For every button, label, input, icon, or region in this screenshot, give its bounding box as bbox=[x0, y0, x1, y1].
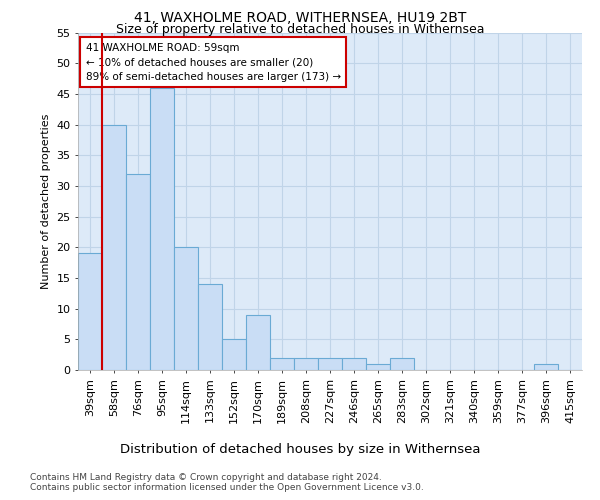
Bar bbox=[366, 364, 390, 370]
Text: 41 WAXHOLME ROAD: 59sqm
← 10% of detached houses are smaller (20)
89% of semi-de: 41 WAXHOLME ROAD: 59sqm ← 10% of detache… bbox=[86, 42, 341, 82]
Bar bbox=[174, 248, 198, 370]
Bar bbox=[390, 358, 414, 370]
Bar bbox=[534, 364, 558, 370]
Bar bbox=[318, 358, 342, 370]
Text: Size of property relative to detached houses in Withernsea: Size of property relative to detached ho… bbox=[116, 22, 484, 36]
Bar bbox=[78, 254, 102, 370]
Y-axis label: Number of detached properties: Number of detached properties bbox=[41, 114, 50, 289]
Bar bbox=[342, 358, 366, 370]
Text: 41, WAXHOLME ROAD, WITHERNSEA, HU19 2BT: 41, WAXHOLME ROAD, WITHERNSEA, HU19 2BT bbox=[134, 11, 466, 25]
Text: Contains HM Land Registry data © Crown copyright and database right 2024.
Contai: Contains HM Land Registry data © Crown c… bbox=[30, 472, 424, 492]
Text: Distribution of detached houses by size in Withernsea: Distribution of detached houses by size … bbox=[120, 442, 480, 456]
Bar bbox=[150, 88, 174, 370]
Bar bbox=[126, 174, 150, 370]
Bar bbox=[294, 358, 318, 370]
Bar bbox=[246, 315, 270, 370]
Bar bbox=[270, 358, 294, 370]
Bar bbox=[222, 340, 246, 370]
Bar bbox=[198, 284, 222, 370]
Bar bbox=[102, 124, 126, 370]
